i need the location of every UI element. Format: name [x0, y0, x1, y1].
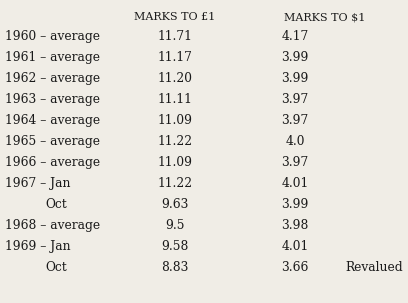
- Text: 3.99: 3.99: [281, 198, 309, 211]
- Text: 9.5: 9.5: [165, 219, 185, 232]
- Text: 11.22: 11.22: [157, 135, 193, 148]
- Text: 11.20: 11.20: [157, 72, 193, 85]
- Text: MARKS TO $1: MARKS TO $1: [284, 12, 366, 22]
- Text: MARKS TO £1: MARKS TO £1: [134, 12, 215, 22]
- Text: 11.09: 11.09: [157, 156, 193, 169]
- Text: 1965 – average: 1965 – average: [5, 135, 100, 148]
- Text: 3.97: 3.97: [282, 93, 308, 106]
- Text: 11.11: 11.11: [157, 93, 193, 106]
- Text: 1963 – average: 1963 – average: [5, 93, 100, 106]
- Text: 4.01: 4.01: [282, 240, 308, 253]
- Text: 3.66: 3.66: [281, 261, 309, 274]
- Text: 11.22: 11.22: [157, 177, 193, 190]
- Text: Oct: Oct: [45, 198, 67, 211]
- Text: 3.97: 3.97: [282, 156, 308, 169]
- Text: Revalued: Revalued: [345, 261, 403, 274]
- Text: 1966 – average: 1966 – average: [5, 156, 100, 169]
- Text: 1962 – average: 1962 – average: [5, 72, 100, 85]
- Text: Oct: Oct: [45, 261, 67, 274]
- Text: 1964 – average: 1964 – average: [5, 114, 100, 127]
- Text: 11.71: 11.71: [157, 30, 193, 43]
- Text: 11.09: 11.09: [157, 114, 193, 127]
- Text: 1969 – Jan: 1969 – Jan: [5, 240, 71, 253]
- Text: 1961 – average: 1961 – average: [5, 51, 100, 64]
- Text: 11.17: 11.17: [157, 51, 193, 64]
- Text: 4.0: 4.0: [285, 135, 305, 148]
- Text: 4.17: 4.17: [282, 30, 308, 43]
- Text: 1968 – average: 1968 – average: [5, 219, 100, 232]
- Text: 3.97: 3.97: [282, 114, 308, 127]
- Text: 1967 – Jan: 1967 – Jan: [5, 177, 71, 190]
- Text: 1960 – average: 1960 – average: [5, 30, 100, 43]
- Text: 3.98: 3.98: [281, 219, 309, 232]
- Text: 3.99: 3.99: [281, 51, 309, 64]
- Text: 3.99: 3.99: [281, 72, 309, 85]
- Text: 9.63: 9.63: [161, 198, 188, 211]
- Text: 4.01: 4.01: [282, 177, 308, 190]
- Text: 8.83: 8.83: [161, 261, 188, 274]
- Text: 9.58: 9.58: [161, 240, 188, 253]
